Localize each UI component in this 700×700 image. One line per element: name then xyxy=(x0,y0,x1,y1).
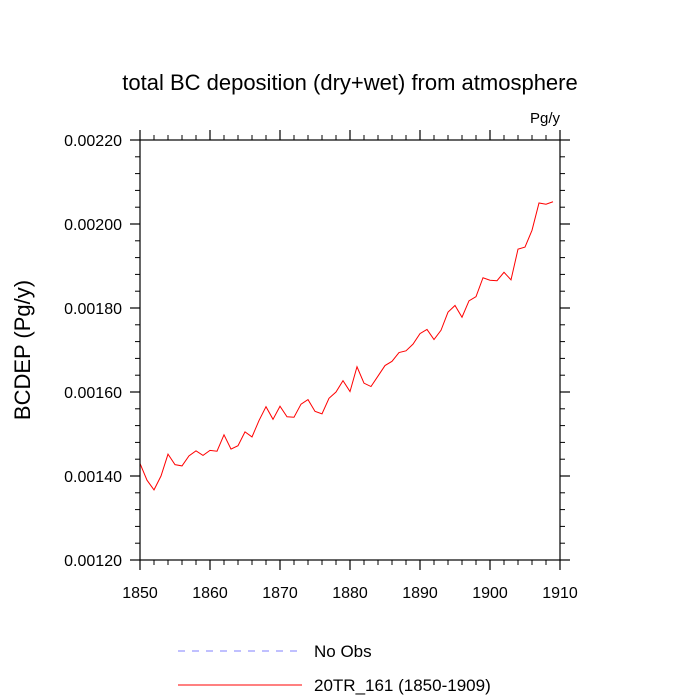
y-tick-label: 0.00140 xyxy=(64,469,122,486)
x-tick-label: 1910 xyxy=(542,585,578,602)
plot-frame xyxy=(139,139,561,561)
ticks-layer: 1850 1860 1870 1880 1890 1900 1910 0.00120 0.001… xyxy=(64,130,578,602)
y-tick-label: 0.00160 xyxy=(64,385,122,402)
chart-title: total BC deposition (dry+wet) from atmos… xyxy=(122,70,577,95)
x-tick-label: 1870 xyxy=(262,585,298,602)
x-tick-label: 1850 xyxy=(122,585,158,602)
series-line xyxy=(139,201,554,491)
y-tick-label: 0.00120 xyxy=(64,553,122,570)
y-tick-label: 0.00200 xyxy=(64,217,122,234)
x-tick-label: 1860 xyxy=(192,585,228,602)
legend-label: No Obs xyxy=(314,642,372,661)
x-tick-label: 1880 xyxy=(332,585,368,602)
y-tick-label: 0.00180 xyxy=(64,301,122,318)
y-axis-label: BCDEP (Pg/y) xyxy=(10,280,35,420)
series-layer xyxy=(139,201,554,491)
legend: No Obs 20TR_161 (1850-1909) xyxy=(178,642,491,695)
units-label: Pg/y xyxy=(530,110,561,127)
x-tick-label: 1900 xyxy=(472,585,508,602)
y-tick-label: 0.00220 xyxy=(64,133,122,150)
x-tick-label: 1890 xyxy=(402,585,438,602)
legend-label: 20TR_161 (1850-1909) xyxy=(314,676,491,695)
